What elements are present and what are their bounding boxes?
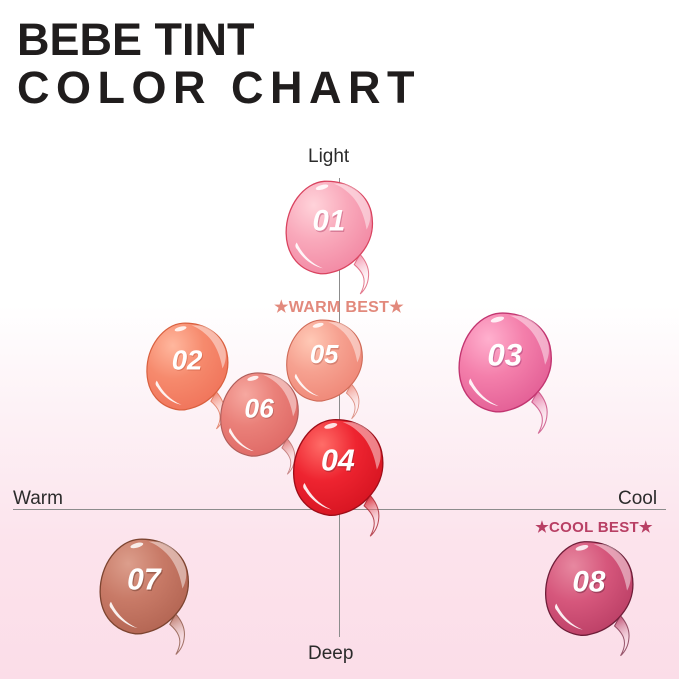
svg-text:01: 01 bbox=[313, 206, 346, 239]
svg-text:04: 04 bbox=[321, 444, 355, 478]
svg-text:07: 07 bbox=[128, 565, 163, 598]
svg-text:02: 02 bbox=[172, 344, 203, 375]
svg-text:08: 08 bbox=[573, 567, 607, 600]
svg-text:08: 08 bbox=[572, 566, 606, 599]
svg-text:03: 03 bbox=[488, 339, 523, 374]
svg-text:02: 02 bbox=[173, 346, 204, 377]
svg-text:05: 05 bbox=[311, 342, 340, 370]
svg-text:06: 06 bbox=[245, 395, 275, 425]
svg-text:06: 06 bbox=[244, 393, 274, 423]
svg-text:01: 01 bbox=[313, 205, 346, 238]
svg-text:03: 03 bbox=[487, 338, 522, 373]
svg-text:05: 05 bbox=[310, 341, 339, 369]
svg-text:07: 07 bbox=[127, 564, 162, 597]
